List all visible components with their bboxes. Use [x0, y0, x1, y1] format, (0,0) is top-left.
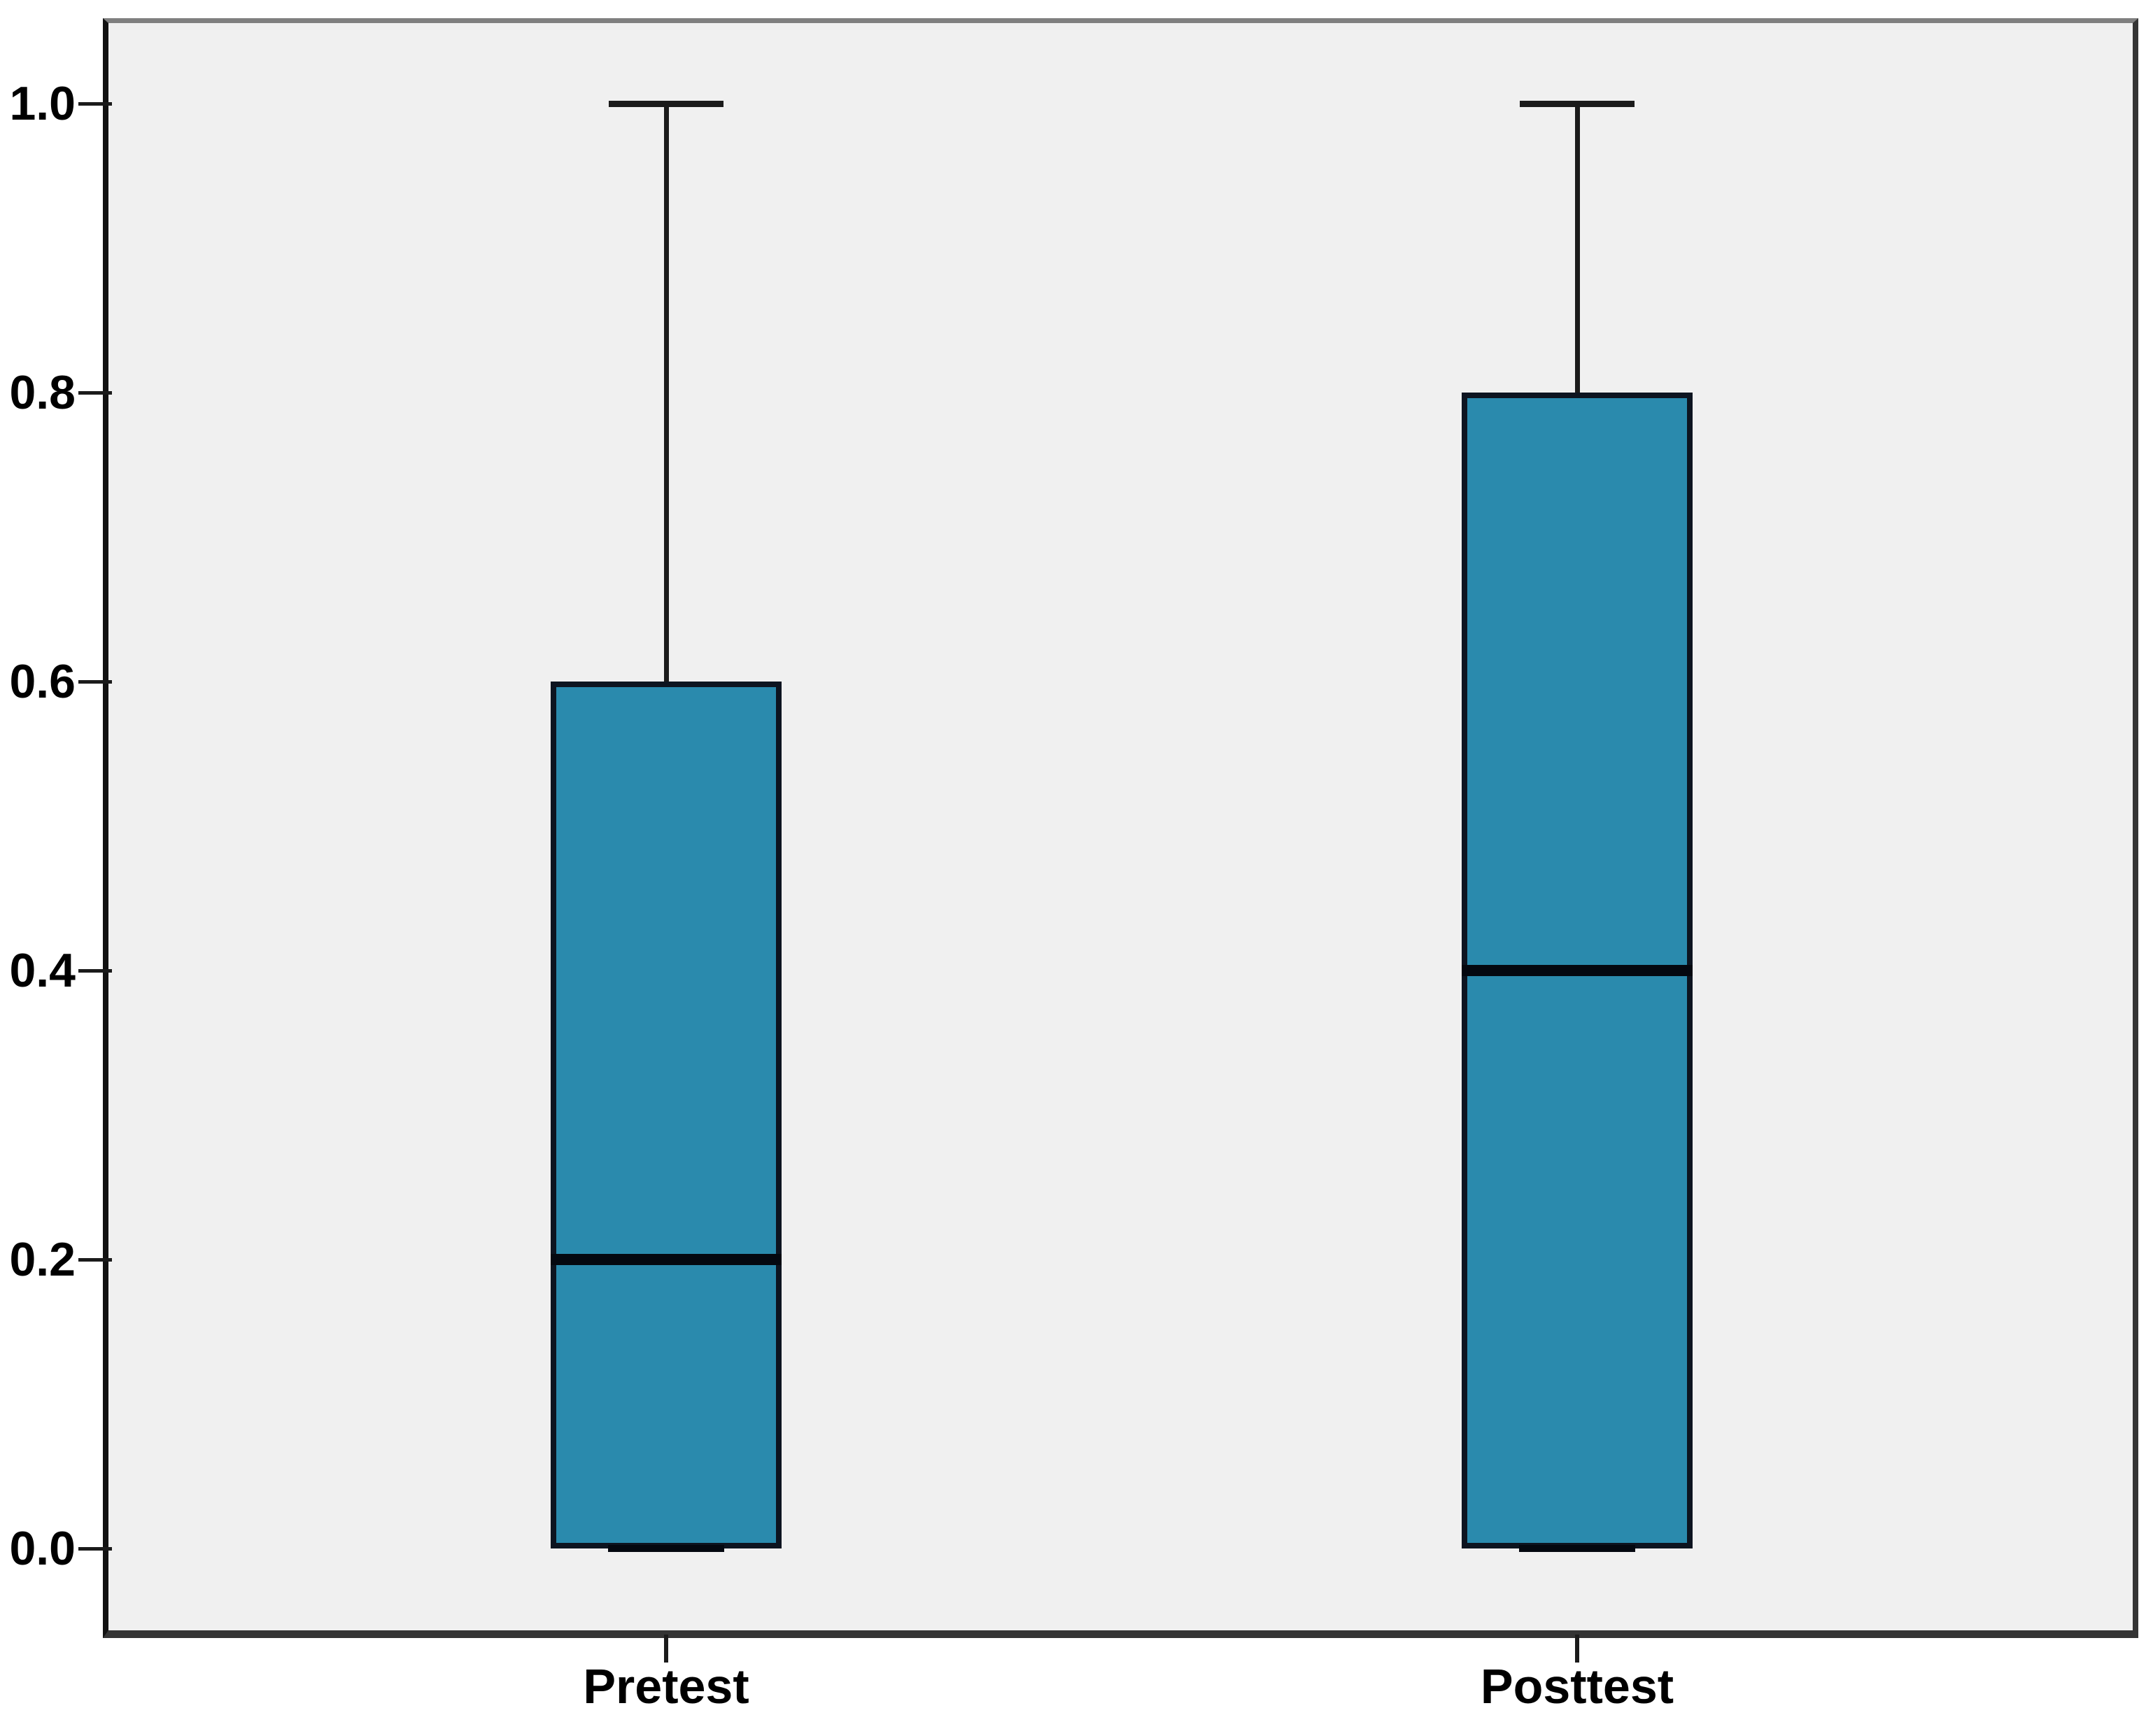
median-line-posttest	[1462, 965, 1693, 976]
y-tick-mark	[78, 391, 112, 395]
median-line-pretest	[551, 1254, 782, 1265]
y-tick-mark	[78, 680, 112, 684]
x-tick-mark-pretest	[664, 1635, 668, 1663]
whisker-cap-top-pretest	[609, 101, 723, 107]
box-pretest	[551, 682, 782, 1548]
y-tick-label: 0.6	[9, 655, 76, 708]
whisker-upper-posttest	[1575, 104, 1580, 393]
x-category-label-posttest: Posttest	[1480, 1659, 1674, 1714]
y-tick-label: 1.0	[9, 77, 76, 130]
y-tick-mark	[78, 102, 112, 106]
y-tick-mark	[78, 1547, 112, 1551]
y-tick-mark	[78, 1258, 112, 1262]
x-tick-mark-posttest	[1575, 1635, 1579, 1663]
plot-area	[103, 18, 2138, 1638]
whisker-upper-pretest	[664, 104, 669, 682]
whisker-cap-bottom-posttest	[1519, 1545, 1635, 1552]
y-tick-label: 0.8	[9, 366, 76, 419]
y-tick-mark	[78, 969, 112, 973]
whisker-cap-bottom-pretest	[608, 1545, 724, 1552]
y-tick-label: 0.2	[9, 1233, 76, 1286]
y-tick-label: 0.0	[9, 1522, 76, 1575]
whisker-cap-top-posttest	[1520, 101, 1635, 107]
x-category-label-pretest: Pretest	[583, 1659, 749, 1714]
y-tick-label: 0.4	[9, 944, 76, 997]
